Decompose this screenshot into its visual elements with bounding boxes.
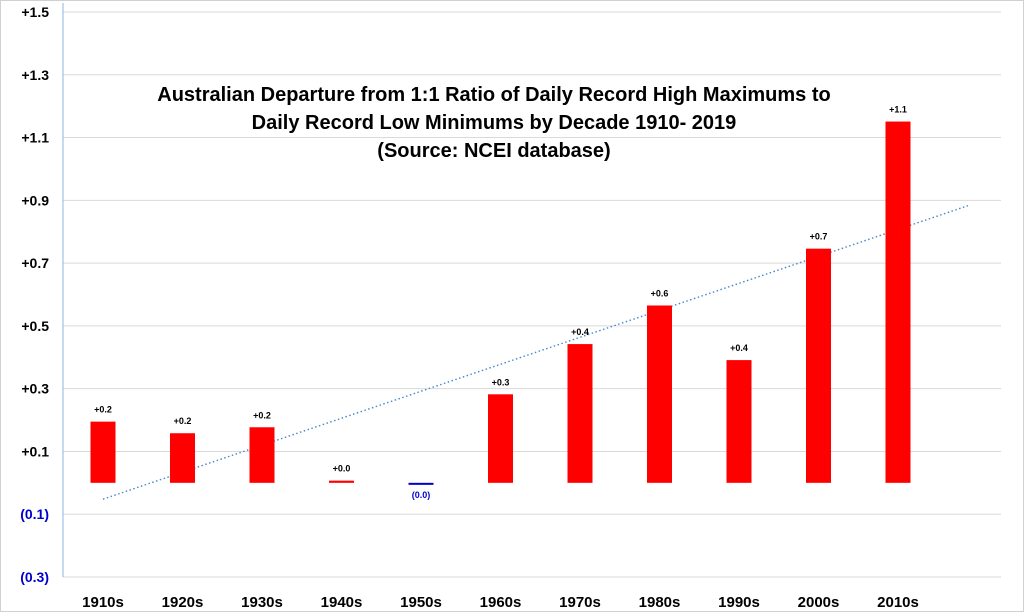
x-tick-label: 1910s xyxy=(82,594,124,611)
x-tick-label: 2000s xyxy=(798,594,840,611)
y-tick-label: +1.3 xyxy=(21,67,49,83)
trendline-layer xyxy=(102,205,969,500)
data-label: +0.2 xyxy=(174,416,192,426)
data-label: +1.1 xyxy=(889,105,907,115)
data-label: (0.0) xyxy=(412,490,431,500)
y-tick-label: +0.7 xyxy=(21,255,49,271)
bar xyxy=(90,421,116,483)
data-label: +0.6 xyxy=(651,288,669,298)
y-tick-label: +1.5 xyxy=(21,4,49,20)
data-label: +0.2 xyxy=(253,410,271,420)
trendline xyxy=(102,205,969,500)
data-label: +0.4 xyxy=(730,343,748,353)
x-tick-label: 1940s xyxy=(321,594,363,611)
bar xyxy=(329,480,354,483)
chart-title: Australian Departure from 1:1 Ratio of D… xyxy=(157,84,830,162)
data-label: +0.0 xyxy=(333,464,351,474)
chart-title-line-2: Daily Record Low Minimums by Decade 1910… xyxy=(252,112,737,134)
y-tick-label: (0.1) xyxy=(20,506,49,522)
bar xyxy=(249,427,275,483)
x-tick-label: 1960s xyxy=(480,594,522,611)
bar xyxy=(408,482,434,485)
bar xyxy=(488,394,513,483)
x-tick-label: 1990s xyxy=(718,594,760,611)
data-label: +0.3 xyxy=(492,377,510,387)
x-tick-label: 1980s xyxy=(639,594,681,611)
bar xyxy=(726,360,752,483)
chart-title-line-1: Australian Departure from 1:1 Ratio of D… xyxy=(157,84,830,106)
y-tick-label: +0.3 xyxy=(21,381,49,397)
bar xyxy=(806,248,831,483)
data-label: +0.4 xyxy=(571,327,589,337)
bars: +0.2 +0.2 +0.2 +0.0 (0.0) +0.3 +0.4 +0.6 +0.4 +0.… xyxy=(90,105,911,500)
y-tick-label: +0.5 xyxy=(21,318,49,334)
axes: (0.3) (0.1) +0.1 +0.3 +0.5 +0.7 +0.9 +1.1 +1.3 +1… xyxy=(20,3,919,611)
x-tick-label: 2010s xyxy=(877,594,919,611)
bar xyxy=(170,433,195,483)
data-label: +0.2 xyxy=(94,405,112,415)
x-tick-label: 1920s xyxy=(162,594,204,611)
x-tick-label: 1950s xyxy=(400,594,442,611)
y-tick-label: (0.3) xyxy=(20,569,49,585)
x-tick-label: 1930s xyxy=(241,594,283,611)
x-tick-label: 1970s xyxy=(559,594,601,611)
data-label: +0.7 xyxy=(810,232,828,242)
chart-title-line-3: (Source: NCEI database) xyxy=(377,140,610,162)
bar xyxy=(885,121,911,483)
gridlines xyxy=(63,11,1001,578)
y-tick-label: +0.1 xyxy=(21,443,49,459)
y-tick-label: +1.1 xyxy=(21,130,49,146)
y-tick-label: +0.9 xyxy=(21,192,49,208)
bar xyxy=(647,305,672,483)
bar xyxy=(567,344,593,483)
